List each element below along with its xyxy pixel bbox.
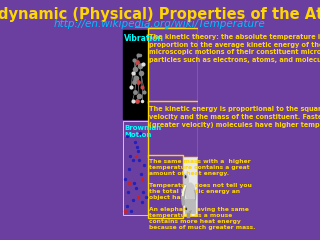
Point — [136, 80, 141, 84]
FancyBboxPatch shape — [148, 155, 183, 218]
Point — [141, 190, 146, 194]
FancyBboxPatch shape — [183, 157, 197, 216]
Point — [133, 154, 139, 158]
Point — [131, 80, 136, 84]
Circle shape — [185, 176, 186, 178]
Point — [137, 64, 142, 68]
Ellipse shape — [186, 208, 188, 212]
Text: Brownian
Motion: Brownian Motion — [124, 125, 161, 138]
Text: http://en.wikipedia.org/wiki/Temperature: http://en.wikipedia.org/wiki/Temperature — [54, 19, 266, 29]
FancyBboxPatch shape — [148, 101, 197, 157]
Point — [136, 195, 141, 199]
Point — [133, 76, 139, 80]
Point — [136, 149, 141, 153]
Point — [142, 163, 147, 167]
Text: The kinetic energy is proportional to the square of the
velocity and the mass of: The kinetic energy is proportional to th… — [149, 106, 320, 128]
Point — [135, 145, 140, 149]
Point — [132, 90, 138, 94]
Point — [137, 131, 142, 135]
Point — [136, 94, 141, 98]
Point — [128, 154, 133, 158]
Point — [134, 99, 139, 103]
Point — [130, 99, 135, 103]
Point — [135, 60, 140, 64]
Ellipse shape — [186, 183, 195, 202]
Point — [123, 209, 128, 213]
Ellipse shape — [184, 174, 186, 185]
Ellipse shape — [187, 210, 189, 214]
Point — [135, 53, 140, 57]
Point — [141, 62, 146, 66]
Point — [132, 140, 138, 144]
Point — [129, 209, 134, 213]
Point — [140, 99, 145, 103]
Text: Vibration: Vibration — [124, 34, 164, 43]
Point — [123, 177, 128, 180]
Point — [131, 58, 136, 61]
Point — [138, 172, 143, 176]
Circle shape — [186, 206, 187, 208]
FancyBboxPatch shape — [123, 30, 148, 119]
FancyBboxPatch shape — [123, 121, 148, 215]
Point — [130, 158, 135, 162]
Text: The kinetic theory: the absolute temperature is in
proportion to the average kin: The kinetic theory: the absolute tempera… — [149, 34, 320, 63]
Point — [126, 168, 132, 171]
Point — [140, 177, 145, 180]
Ellipse shape — [184, 174, 188, 187]
Point — [129, 85, 134, 89]
Point — [133, 186, 139, 190]
Point — [136, 158, 141, 162]
Point — [124, 134, 130, 138]
Point — [143, 195, 148, 199]
Point — [130, 71, 135, 75]
Point — [140, 200, 145, 204]
Point — [125, 190, 130, 194]
Point — [124, 204, 129, 208]
Point — [132, 67, 138, 71]
Point — [140, 85, 145, 89]
Point — [138, 53, 143, 57]
Point — [126, 181, 132, 185]
Point — [138, 71, 143, 75]
Text: The same mass with a  higher
temperature contains a great
amount of heat energy.: The same mass with a higher temperature … — [149, 159, 256, 230]
Text: 2. Thermodynamic (Physical) Properties of the Atmosphere: 2. Thermodynamic (Physical) Properties o… — [0, 7, 320, 22]
Point — [131, 181, 136, 185]
Point — [142, 90, 147, 94]
FancyBboxPatch shape — [148, 28, 197, 102]
Point — [131, 198, 136, 202]
